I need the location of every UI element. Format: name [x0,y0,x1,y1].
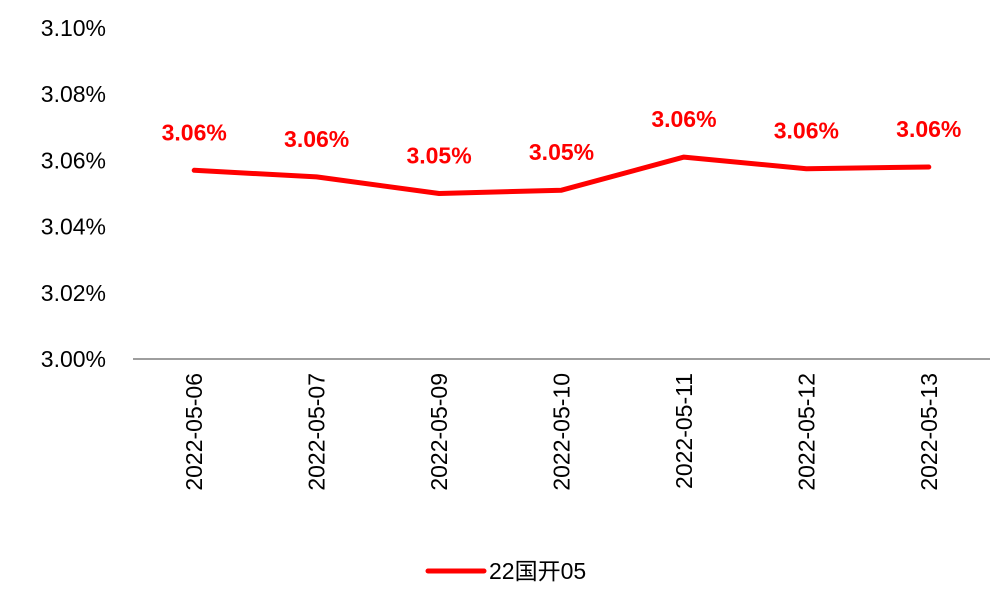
x-tick-label: 2022-05-10 [549,373,575,491]
data-label: 3.05% [529,139,594,165]
data-label: 3.05% [406,143,471,169]
data-label: 3.06% [774,118,839,144]
x-tick-label: 2022-05-07 [304,373,330,491]
data-label: 3.06% [896,116,961,142]
x-tick-label: 2022-05-12 [793,373,819,491]
x-tick-label: 2022-05-06 [181,373,207,491]
y-axis-ticks: 3.00% 3.02% 3.04% 3.06% 3.08% 3.10% [41,15,106,372]
legend-label: 22国开05 [489,558,586,584]
x-tick-label: 2022-05-13 [916,373,942,491]
x-tick-label: 2022-05-09 [426,373,452,491]
data-labels-layer: 3.06% 3.06% 3.05% 3.05% 3.06% 3.06% 3.06% [162,106,962,168]
legend: 22国开05 [425,558,586,584]
y-tick-label: 3.04% [41,214,106,240]
y-tick-label: 3.08% [41,81,106,107]
data-label: 3.06% [651,106,716,132]
y-tick-label: 3.10% [41,15,106,41]
series-line [191,154,932,196]
y-tick-label: 3.02% [41,280,106,306]
data-label: 3.06% [162,119,227,145]
data-label: 3.06% [284,126,349,152]
x-axis-ticks: 2022-05-06 2022-05-07 2022-05-09 2022-05-10… [181,373,942,491]
y-tick-label: 3.00% [41,346,106,372]
x-tick-label: 2022-05-11 [671,373,697,489]
y-tick-label: 3.06% [41,147,106,173]
series-layer [191,154,932,196]
